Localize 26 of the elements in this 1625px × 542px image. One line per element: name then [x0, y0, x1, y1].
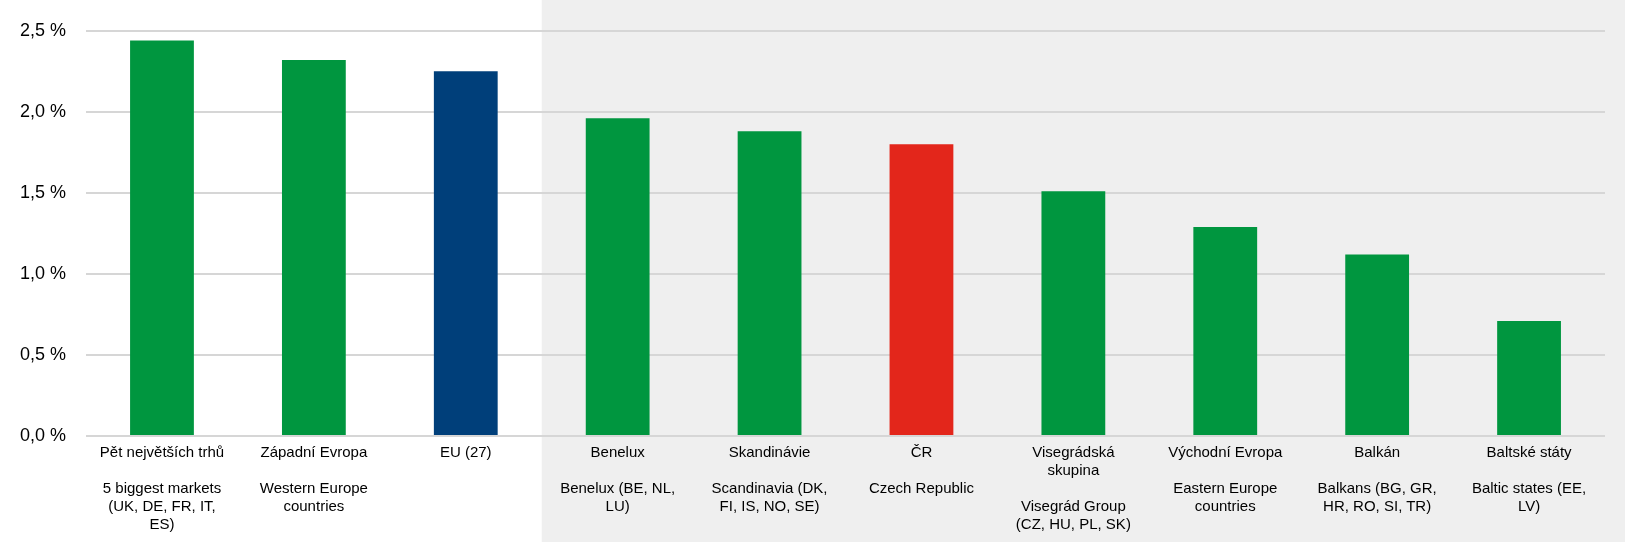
bar — [737, 131, 802, 435]
bar — [889, 144, 954, 435]
bar — [585, 118, 650, 435]
bar — [433, 71, 498, 435]
y-tick-label: 1,0 % — [20, 262, 67, 283]
category-label: Skandinávie Scandinavia (DK, FI, IS, NO, SE) — [711, 443, 828, 515]
bar — [1497, 320, 1561, 435]
bar — [130, 40, 194, 435]
category-label: Balkán Balkans (BG, GR, HR, RO, SI, TR) — [1317, 443, 1437, 515]
y-tick-label: 1,5 % — [20, 181, 67, 202]
category-label: Pět největších trhů 5 biggest markets (UK, DE, FR, IT, ES) — [99, 443, 225, 533]
y-tick-label: 2,5 % — [20, 19, 67, 40]
category-label: Východní Evropa Eastern Europe countries — [1168, 443, 1283, 515]
bar — [1345, 254, 1410, 435]
x-tick-label: EU (27) — [439, 443, 492, 461]
category-label: Západní Evropa Western Europe countries — [259, 443, 368, 515]
y-tick-label: 0,0 % — [20, 424, 67, 445]
bar — [1041, 191, 1106, 435]
category-label: Baltské státy Baltic states (EE, LV) — [1471, 443, 1587, 515]
y-tick-label: 0,5 % — [20, 343, 67, 364]
bar — [1193, 226, 1258, 435]
category-label: Benelux Benelux (BE, NL, LU) — [560, 443, 676, 515]
category-label: ČR Czech Republic — [868, 443, 974, 497]
category-label: Visegrádská skupina Visegrád Group (CZ, HU, PL, SK) — [1015, 443, 1131, 533]
y-tick-label: 2,0 % — [20, 100, 67, 121]
bar — [281, 59, 346, 435]
